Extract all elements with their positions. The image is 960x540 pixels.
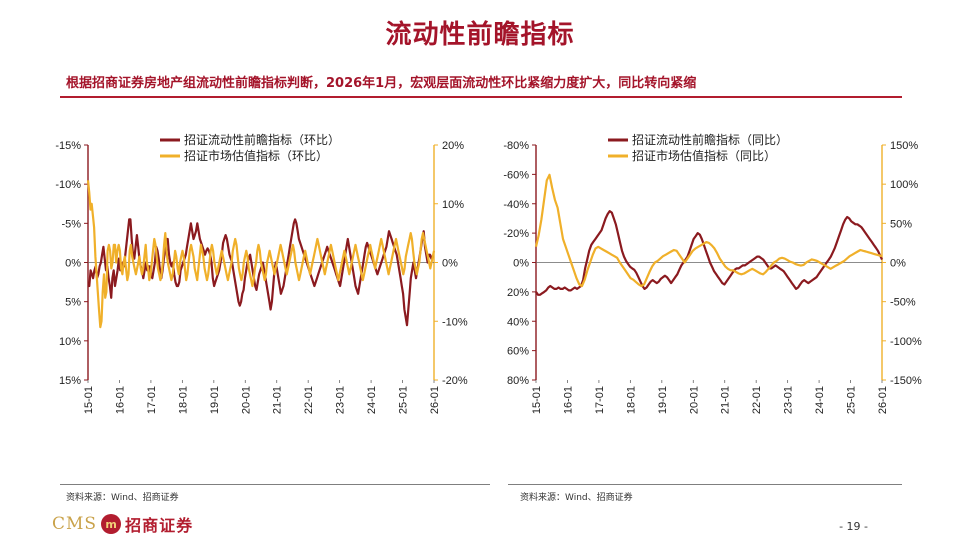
left-x-tick-label: 22-01 [303, 386, 315, 414]
right-right-tick-label: -50% [890, 297, 916, 309]
right-left-tick-label: -40% [503, 199, 529, 211]
right-left-tick-label: -20% [503, 228, 529, 240]
right-left-tick-label: 40% [507, 316, 529, 328]
left-right-tick-label: -10% [442, 316, 468, 328]
title-divider [60, 96, 902, 98]
left-left-tick-label: 10% [59, 336, 81, 348]
right-x-tick-label: 25-01 [846, 386, 858, 414]
page-number: - 19 - [839, 520, 868, 533]
page-subtitle: 根据招商证券房地产组流动性前瞻指标判断，2026年1月，宏观层面流动性环比紧缩力… [66, 76, 697, 91]
right-x-tick-label: 20-01 [688, 386, 700, 414]
right-legend-label: 招证市场估值指标（同比） [632, 148, 776, 163]
right-x-tick-label: 21-01 [720, 386, 732, 414]
right-left-tick-label: 60% [507, 346, 529, 358]
left-x-tick-label: 21-01 [272, 386, 284, 414]
right-legend-label: 招证流动性前瞻指标（同比） [632, 132, 788, 147]
left-x-tick-label: 23-01 [335, 386, 347, 414]
source-note-left: 资料来源：Wind、招商证券 [66, 493, 179, 503]
left-x-tick-label: 20-01 [240, 386, 252, 414]
right-x-tick-label: 15-01 [531, 386, 543, 414]
right-x-tick-label: 17-01 [594, 386, 606, 414]
right-x-tick-label: 26-01 [877, 386, 889, 414]
left-x-tick-label: 18-01 [177, 386, 189, 414]
left-x-tick-label: 15-01 [83, 386, 95, 414]
right-x-tick-label: 18-01 [625, 386, 637, 414]
source-divider-left [60, 484, 490, 485]
chart-liquidity-yoy: -80% -60% -40% -20% 0% 20% 40% 60% 80% 150% 100% 50… [503, 132, 922, 414]
left-right-tick-label: -20% [442, 375, 468, 387]
left-left-tick-label: -5% [61, 218, 81, 230]
left-right-tick-label: 20% [442, 140, 464, 152]
right-series-1-line [535, 209, 884, 296]
right-right-tick-label: 0% [890, 258, 906, 270]
right-x-tick-label: 19-01 [657, 386, 669, 414]
left-x-tick-label: 25-01 [398, 386, 410, 414]
page-title: 流动性前瞻指标 [385, 20, 575, 50]
company-logo: CMS m 招商证券 [52, 512, 193, 536]
right-left-tick-label: -60% [503, 169, 529, 181]
right-right-tick-label: -150% [890, 375, 922, 387]
left-legend-label: 招证流动性前瞻指标（环比） [184, 132, 340, 147]
right-series-2-line [534, 173, 883, 288]
chart-liquidity-mom: -15% -10% -5% 0% 5% 10% 15% 20% 10% 0% -10% -20% 15-… [55, 132, 468, 414]
left-series-1-line [88, 218, 434, 327]
logo-latin: CMS [52, 514, 98, 534]
right-right-tick-label: 150% [890, 140, 918, 152]
left-left-tick-label: 5% [65, 297, 81, 309]
right-x-tick-label: 24-01 [814, 386, 826, 414]
left-legend-label: 招证市场估值指标（环比） [184, 148, 328, 163]
right-x-tick-label: 23-01 [783, 386, 795, 414]
source-note-right: 资料来源：Wind、招商证券 [520, 493, 633, 503]
left-left-tick-label: 0% [65, 258, 81, 270]
left-x-tick-label: 26-01 [429, 386, 441, 414]
right-left-tick-label: -80% [503, 140, 529, 152]
left-x-tick-label: 17-01 [146, 386, 158, 414]
left-left-tick-label: -10% [55, 179, 81, 191]
left-series-2-line [86, 180, 436, 329]
right-right-tick-label: 50% [890, 218, 912, 230]
left-x-tick-label: 24-01 [366, 386, 378, 414]
right-right-tick-label: 100% [890, 179, 918, 191]
right-left-tick-label: 20% [507, 287, 529, 299]
left-left-tick-label: -15% [55, 140, 81, 152]
logo-chinese: 招商证券 [125, 516, 194, 535]
left-right-tick-label: 0% [442, 258, 458, 270]
right-x-tick-label: 22-01 [751, 386, 763, 414]
left-left-tick-label: 15% [59, 375, 81, 387]
source-divider-right [508, 484, 902, 485]
right-right-tick-label: -100% [890, 336, 922, 348]
left-x-tick-label: 19-01 [209, 386, 221, 414]
right-left-tick-label: 0% [513, 258, 529, 270]
right-x-tick-label: 16-01 [562, 386, 574, 414]
logo-emblem-icon: m [101, 514, 122, 534]
left-x-tick-label: 16-01 [114, 386, 126, 414]
left-right-tick-label: 10% [442, 199, 464, 211]
right-left-tick-label: 80% [507, 375, 529, 387]
